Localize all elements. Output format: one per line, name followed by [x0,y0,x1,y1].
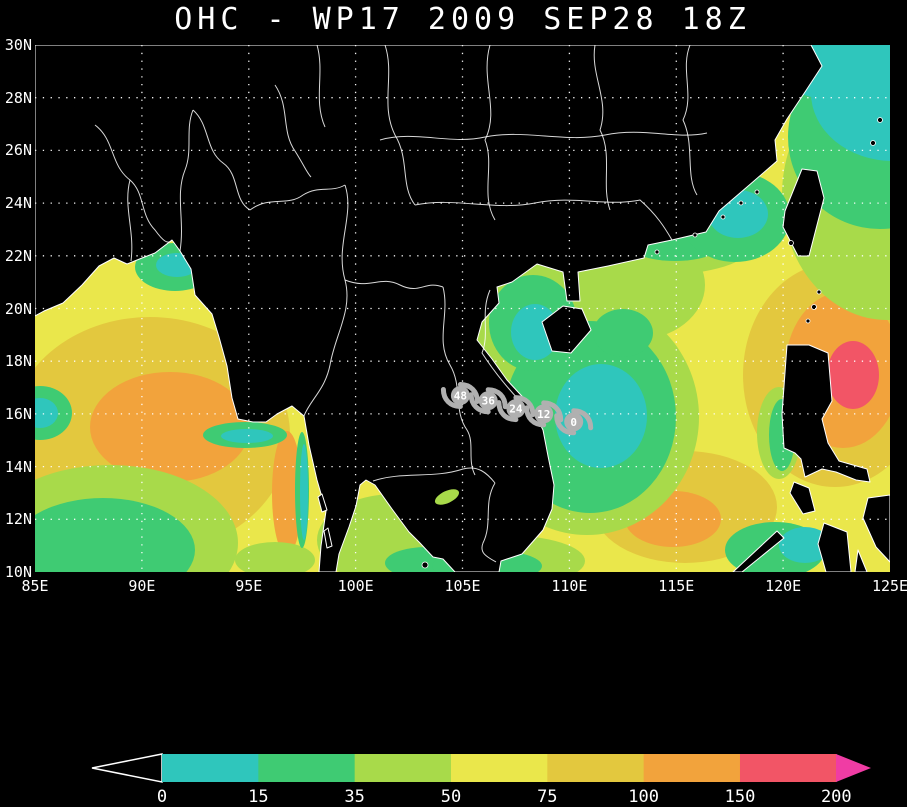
lon-tick-label: 85E [21,577,49,595]
islet [816,289,822,295]
colorbar-tick-label: 100 [628,787,659,807]
colorbar-tick-label: 200 [820,787,852,807]
islet [870,140,876,146]
colorbar-tick-label: 35 [344,787,365,807]
storm-forecast-track: 48 36 24 12 0 [440,382,594,436]
lat-tick-label: 18N [4,352,32,371]
colorbar-segment-15-35 [258,754,356,782]
lake-tonle-sap [434,489,460,505]
lat-tick-label: 10N [4,563,32,581]
colorbar-tick-label: 150 [724,787,756,807]
colorbar-segment-0-15 [162,754,259,782]
storm-tau-label: 24 [509,403,523,416]
lon-tick-label: 105E [444,577,481,595]
islet [788,240,794,246]
islet [421,561,429,569]
colorbar-segment-75-100 [547,754,645,782]
storm-symbol-tau-0: 0 [554,408,594,436]
colorbar-segments [162,754,837,782]
colorbar-over-arrow [836,754,871,782]
islet [692,232,698,238]
islet [738,200,744,206]
storm-symbol-tau-24: 24 [496,395,536,423]
colorbar-tick-label: 50 [440,787,462,807]
political-boundaries [94,45,708,563]
lon-tick-label: 100E [337,577,374,595]
lat-tick-label: 22N [4,246,32,265]
land-samar [862,494,890,563]
storm-tau-label: 0 [570,416,577,429]
lat-tick-label: 14N [4,457,32,476]
lat-tick-label: 12N [4,510,32,529]
lat-tick-label: 26N [4,141,32,160]
storm-tau-label: 48 [454,390,467,403]
colorbar-segment-50-75 [450,754,548,782]
lon-tick-label: 110E [551,577,588,595]
lon-tick-label: 95E [235,577,263,595]
colorbar-segment-100-150 [643,754,741,782]
colorbar-tick-label: 75 [537,787,558,807]
colorbar-segment-150-200 [739,754,837,782]
colorbar-tick-label: 15 [248,787,269,807]
islet [754,189,760,195]
lat-tick-label: 28N [4,88,32,107]
ohc-map-plot: 48 36 24 12 0 [35,45,890,572]
land-palawan [732,530,785,572]
storm-tau-label: 12 [537,408,550,421]
storm-tau-label: 36 [482,395,496,408]
lon-tick-label: 90E [128,577,156,595]
landmasses [35,45,890,572]
lat-tick-label: 24N [4,194,32,213]
storm-symbol-tau-12: 12 [524,400,564,428]
lat-tick-label: 30N [4,36,32,54]
land-panay-negros [817,522,852,572]
land-taiwan [782,168,825,257]
colorbar-under-arrow [91,753,163,783]
islet [877,117,883,123]
land-mindoro [789,481,816,515]
storm-symbol-tau-36: 36 [468,387,508,415]
land-mainland-asia [35,45,823,572]
islet [654,249,660,255]
land-mergui-islands [317,493,333,549]
lon-tick-label: 125E [871,577,907,595]
storm-symbol-tau-48: 48 [440,382,480,409]
islet [805,318,811,324]
lat-tick-label: 20N [4,299,32,318]
page-title: OHC - WP17 2009 SEP28 18Z [174,2,751,37]
lon-tick-label: 115E [658,577,695,595]
lat-tick-label: 16N [4,404,32,423]
lon-tick-label: 120E [765,577,802,595]
colorbar-tick-label: 0 [156,787,168,807]
colorbar [91,753,871,783]
land-cebu [854,549,868,572]
islet [720,214,726,220]
land-luzon [781,344,871,483]
colorbar-segment-35-50 [354,754,452,782]
